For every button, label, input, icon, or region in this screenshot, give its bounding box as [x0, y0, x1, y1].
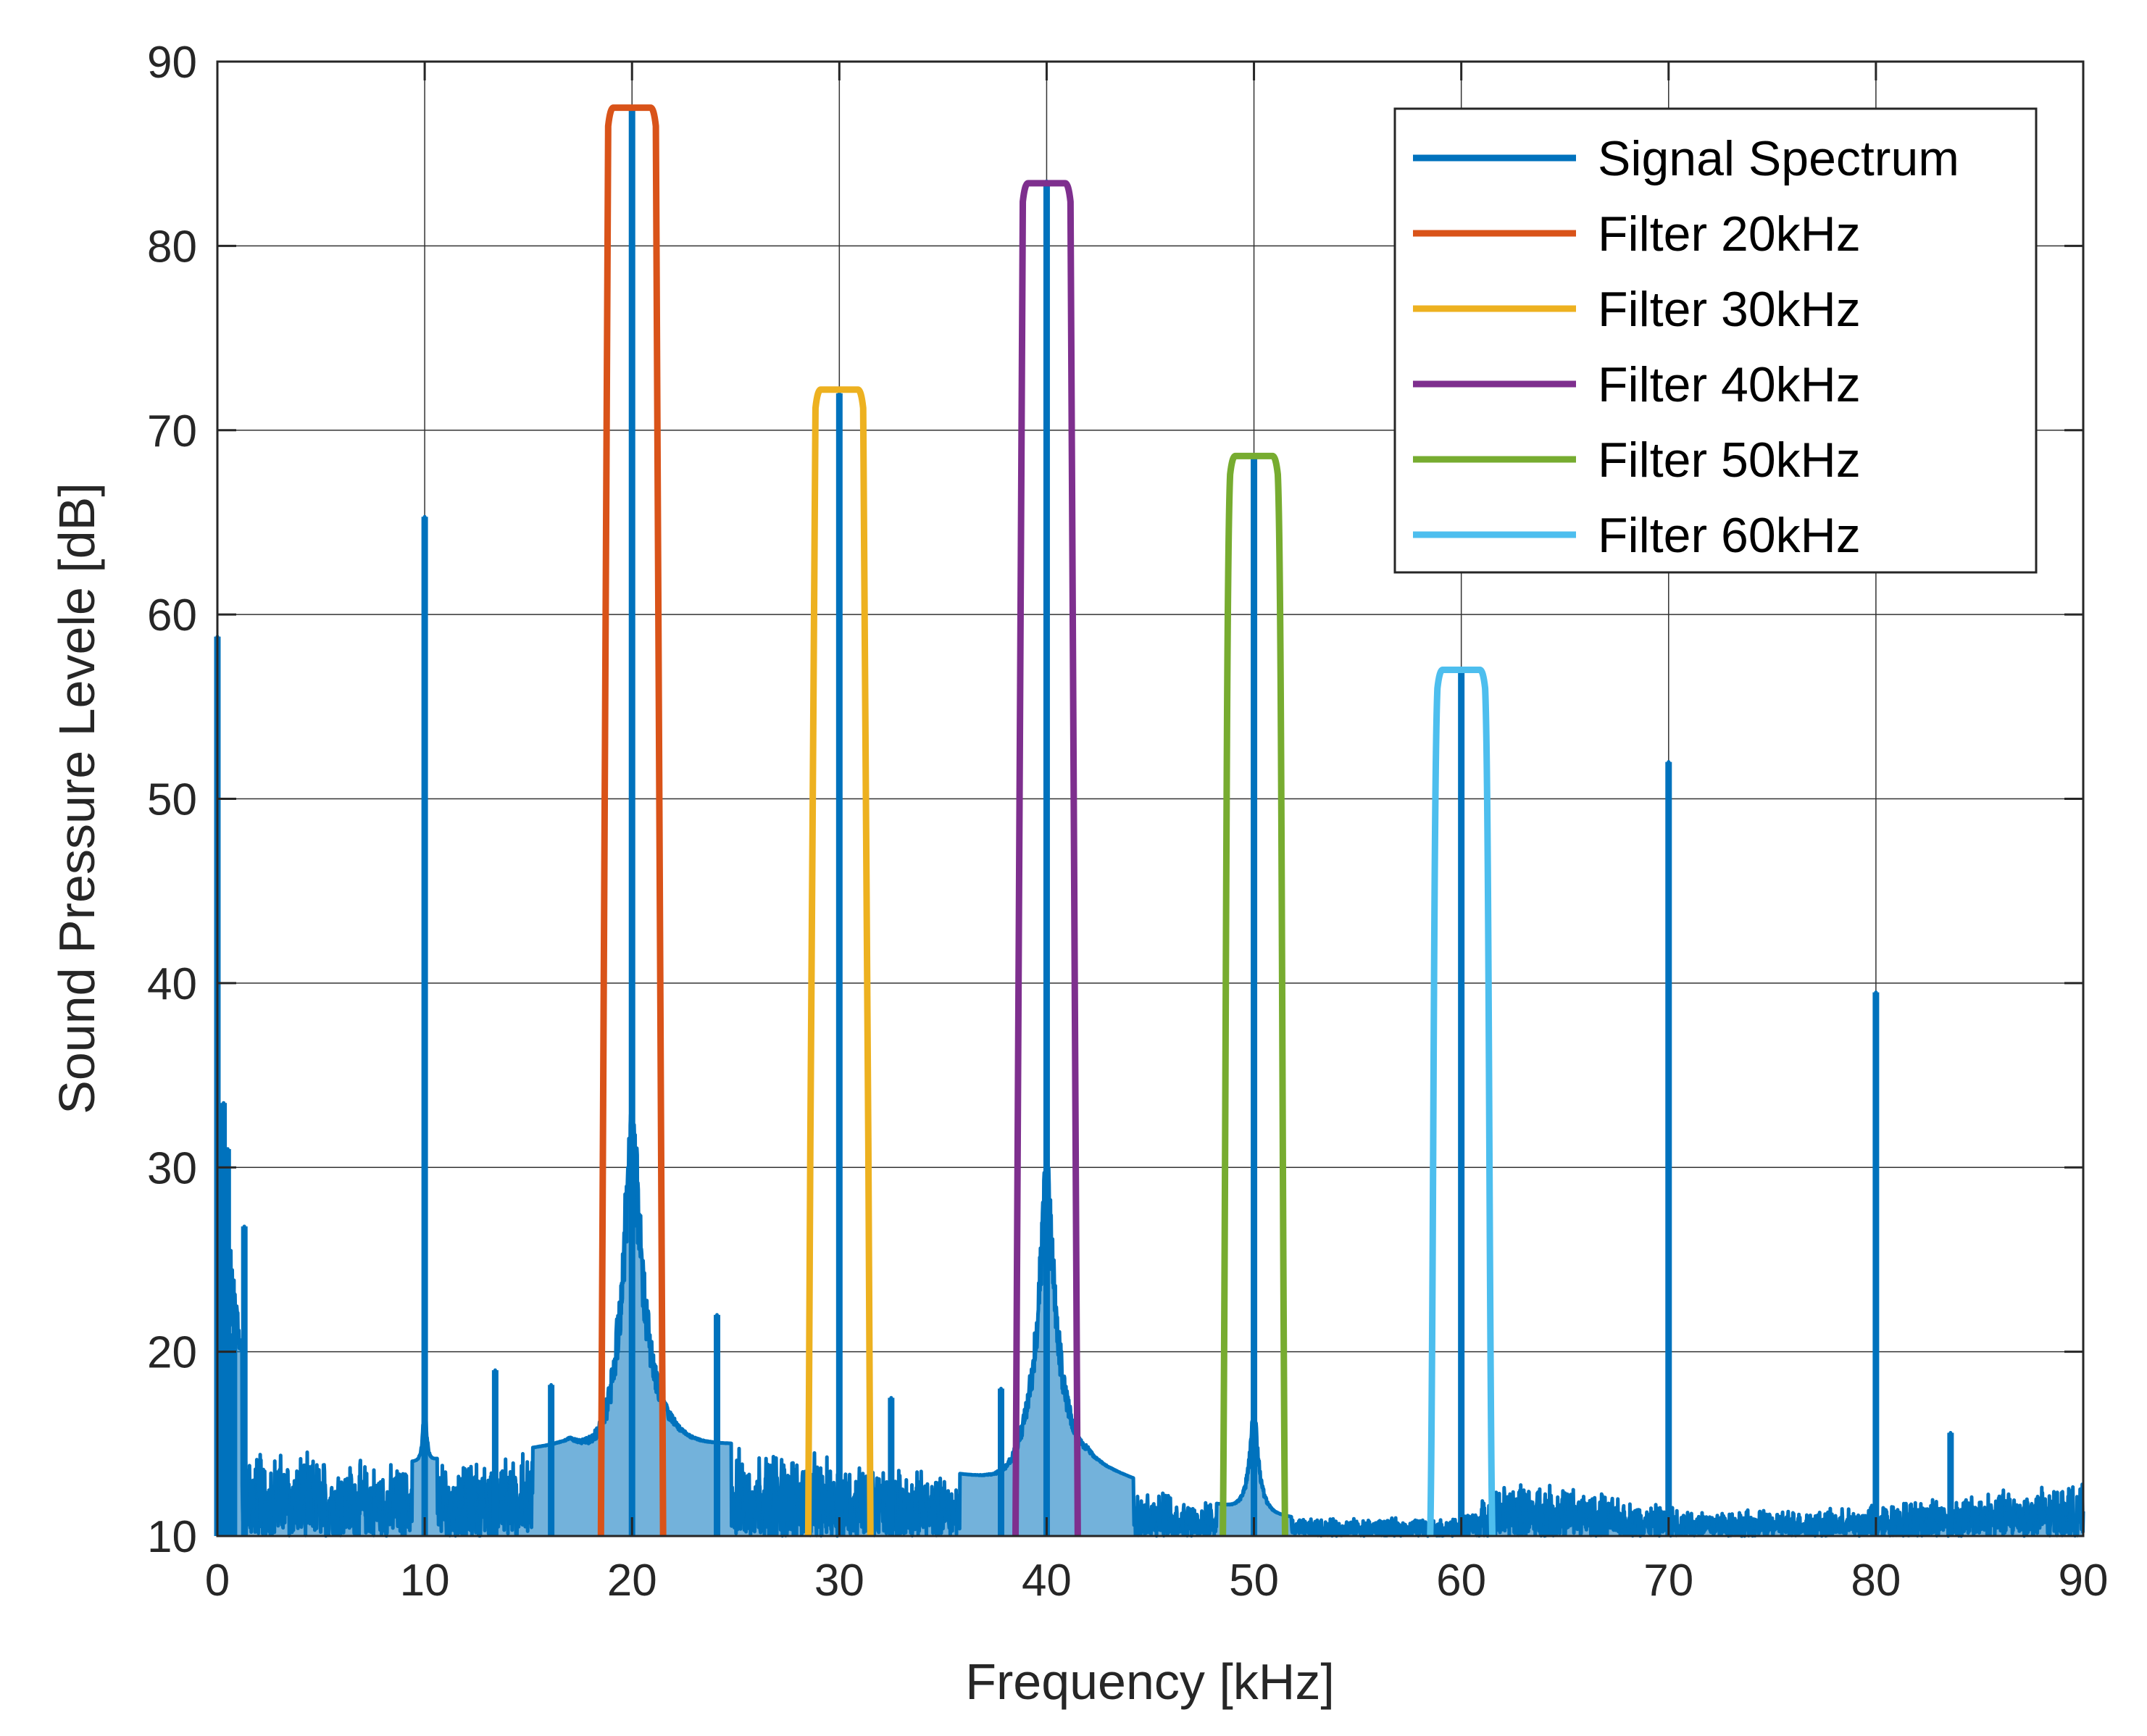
x-tick-label: 0 [205, 1556, 230, 1606]
filter-curve [1427, 666, 1496, 1537]
filter-curve [1220, 452, 1288, 1537]
filter-curve [804, 386, 874, 1537]
legend-box [1393, 107, 2038, 574]
tick-marks [216, 60, 2085, 1537]
legend-label: Filter 40kHz [1598, 357, 1861, 412]
legend-label: Filter 50kHz [1598, 433, 1861, 488]
legend-label: Filter 30kHz [1598, 282, 1861, 337]
x-tick-label: 90 [2059, 1556, 2109, 1606]
legend-label: Signal Spectrum [1598, 131, 1959, 186]
y-tick-label: 50 [147, 775, 197, 825]
y-tick-label: 60 [147, 591, 197, 640]
x-tick-label: 70 [1643, 1556, 1693, 1606]
y-tick-label: 20 [147, 1328, 197, 1378]
y-tick-label: 90 [147, 38, 197, 88]
y-tick-label: 10 [147, 1512, 197, 1562]
filter-curve [597, 104, 667, 1537]
x-tick-label: 20 [607, 1556, 657, 1606]
filter-curve [1012, 180, 1081, 1537]
x-tick-label: 60 [1436, 1556, 1486, 1606]
x-axis-title: Frequency [kHz] [965, 1653, 1335, 1710]
legend: Signal Spectrum Filter 20kHz Filter 30kHz F… [1393, 107, 2038, 574]
y-axis-title: Sound Pressure Levele [dB] [49, 483, 105, 1114]
y-tick-label: 40 [147, 959, 197, 1009]
legend-label: Filter 60kHz [1598, 508, 1861, 563]
x-tick-label: 80 [1851, 1556, 1901, 1606]
legend-label: Filter 20kHz [1598, 206, 1861, 262]
x-tick-label: 50 [1229, 1556, 1279, 1606]
x-tick-label: 10 [400, 1556, 450, 1606]
y-tick-label: 80 [147, 222, 197, 272]
y-tick-label: 70 [147, 406, 197, 456]
x-tick-label: 40 [1022, 1556, 1072, 1606]
y-tick-label: 30 [147, 1143, 197, 1193]
x-tick-label: 30 [814, 1556, 864, 1606]
